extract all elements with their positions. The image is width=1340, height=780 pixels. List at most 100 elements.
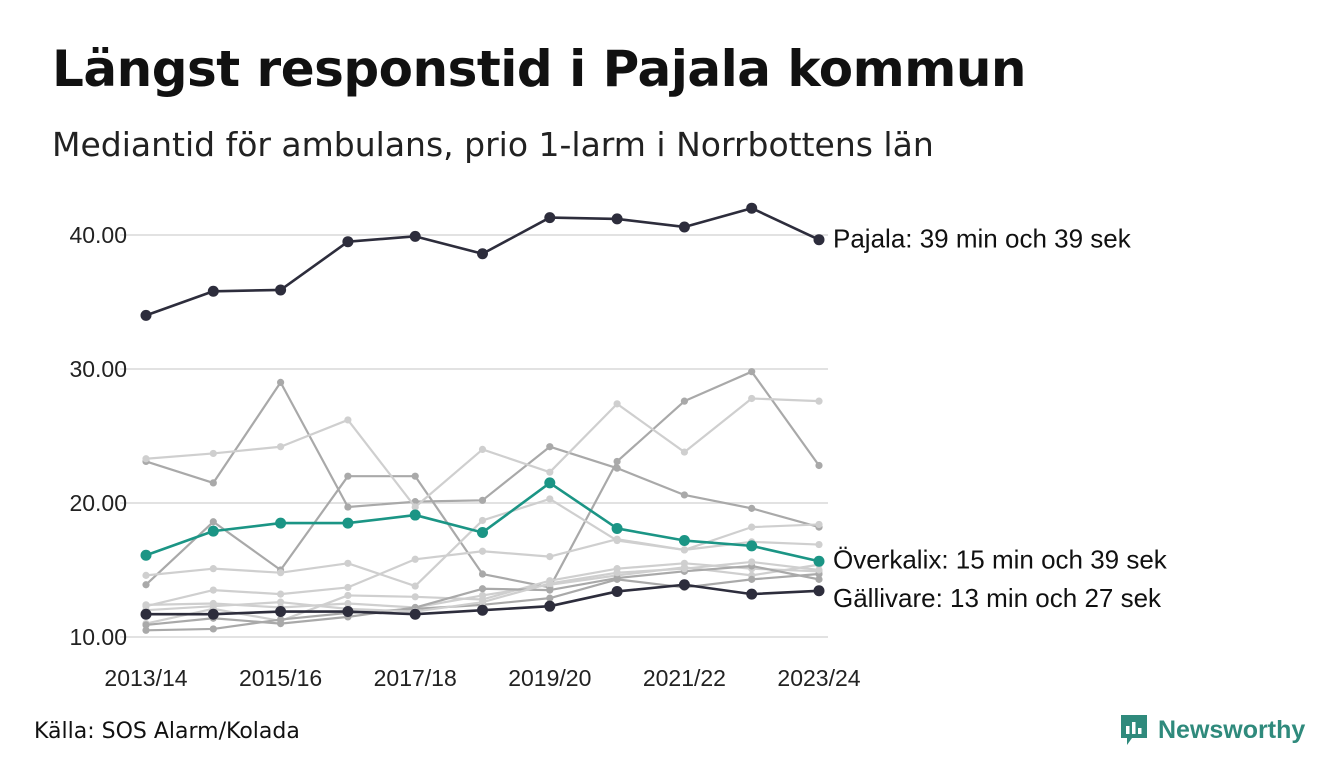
data-point	[277, 615, 285, 624]
data-point	[209, 602, 217, 610]
data-point	[813, 555, 825, 567]
data-point	[344, 599, 352, 608]
data-point	[209, 449, 217, 458]
data-point	[478, 516, 487, 525]
data-point	[478, 547, 487, 555]
data-point	[746, 588, 758, 600]
data-point	[613, 400, 621, 408]
highlighted-series	[140, 202, 825, 620]
x-tick-label: 2017/18	[374, 665, 457, 691]
newsworthy-logo-icon	[1121, 715, 1147, 745]
series-background	[142, 368, 823, 592]
data-point	[680, 546, 689, 554]
data-point	[207, 608, 219, 620]
data-point	[411, 503, 419, 511]
chart-subtitle: Mediantid för ambulans, prio 1-larm i No…	[52, 125, 934, 164]
data-point	[748, 575, 756, 583]
data-point	[344, 583, 352, 592]
data-point	[546, 586, 554, 594]
data-point	[546, 495, 554, 503]
data-point	[544, 600, 556, 612]
data-point	[477, 604, 488, 616]
x-tick-label: 2013/14	[104, 665, 187, 691]
data-point	[344, 416, 352, 424]
data-point	[546, 553, 554, 561]
data-point	[142, 455, 150, 463]
series-line	[145, 206, 820, 317]
data-point	[748, 523, 756, 531]
data-point	[611, 213, 623, 225]
data-point	[209, 479, 217, 487]
data-point	[544, 477, 556, 489]
data-point	[611, 585, 623, 597]
data-point	[207, 525, 219, 537]
data-point	[277, 569, 285, 577]
data-point	[748, 368, 756, 376]
series-end-label: Gällivare: 13 min och 27 sek	[833, 583, 1162, 613]
data-point	[342, 606, 354, 618]
data-point	[478, 585, 487, 593]
data-point	[275, 517, 287, 529]
data-point	[277, 443, 285, 451]
data-point	[748, 558, 756, 566]
x-tick-label: 2015/16	[239, 665, 322, 691]
data-point	[409, 509, 421, 521]
y-axis-labels: 10.00 20.00 30.00 40.00	[69, 222, 127, 650]
data-point	[678, 579, 690, 591]
series-överkalix	[140, 477, 825, 567]
series-background	[142, 394, 823, 511]
series-labels: Pajala: 39 min och 39 sek Överkalix: 15 m…	[833, 224, 1168, 613]
background-series	[142, 368, 823, 634]
y-tick-label: 30.00	[69, 356, 127, 382]
data-point	[409, 230, 421, 242]
data-point	[277, 598, 285, 606]
data-point	[344, 503, 352, 511]
data-point	[344, 559, 352, 567]
y-tick-label: 10.00	[69, 624, 127, 650]
series-gällivare	[140, 579, 825, 620]
y-tick-label: 40.00	[69, 222, 127, 248]
data-point	[411, 472, 419, 480]
data-point	[680, 448, 689, 456]
data-point	[478, 496, 487, 504]
data-point	[748, 504, 756, 512]
data-point	[546, 443, 554, 451]
y-tick-label: 20.00	[69, 490, 127, 516]
data-point	[546, 468, 554, 476]
series-background	[142, 535, 823, 610]
data-point	[478, 598, 487, 606]
data-point	[275, 606, 287, 618]
data-point	[207, 285, 219, 297]
data-point	[140, 549, 152, 561]
series-line	[145, 381, 820, 529]
data-point	[409, 608, 421, 620]
chart-title: Längst responstid i Pajala kommun	[52, 40, 1027, 98]
series-end-label: Pajala: 39 min och 39 sek	[833, 224, 1132, 254]
x-tick-label: 2021/22	[643, 665, 726, 691]
data-point	[411, 555, 419, 563]
data-point	[209, 625, 217, 633]
source-note: Källa: SOS Alarm/Kolada	[34, 719, 300, 744]
series-line	[145, 370, 820, 589]
data-point	[477, 248, 488, 260]
data-point	[209, 565, 217, 573]
data-point	[277, 378, 285, 386]
data-point	[815, 540, 823, 549]
data-point	[748, 394, 756, 403]
data-point	[140, 608, 152, 620]
data-point	[546, 579, 554, 588]
data-point	[209, 518, 217, 526]
data-point	[680, 565, 689, 573]
data-point	[815, 520, 823, 529]
data-point	[342, 517, 354, 529]
data-point	[209, 586, 217, 594]
data-point	[544, 212, 556, 224]
data-point	[477, 526, 488, 538]
series-pajala	[140, 202, 825, 321]
data-point	[342, 236, 354, 248]
data-point	[142, 581, 150, 589]
line-chart: 10.00 20.00 30.00 40.00 2013/14 2015/16 2017/…	[69, 202, 1168, 691]
series-background	[142, 378, 823, 531]
data-point	[611, 522, 623, 534]
data-point	[142, 571, 150, 579]
